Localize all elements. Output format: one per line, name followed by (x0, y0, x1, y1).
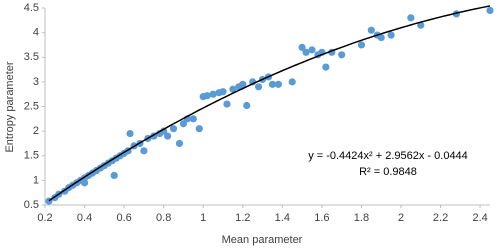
y-tick-label: 3.5 (24, 51, 39, 63)
point (377, 33, 385, 42)
y-tick-label: 1 (33, 174, 39, 186)
point (268, 80, 277, 88)
x-tick-label: 1.8 (354, 212, 369, 224)
point (302, 48, 310, 56)
y-tick-label: 4 (33, 27, 39, 39)
point (407, 14, 415, 22)
point (274, 80, 282, 88)
point (243, 101, 251, 110)
point (175, 139, 184, 148)
point (160, 127, 168, 135)
r-squared: R² = 0.9848 (359, 166, 417, 178)
point (239, 80, 247, 88)
y-tick-label: 2 (33, 125, 39, 137)
point (229, 85, 237, 93)
y-tick-label: 2.5 (24, 100, 39, 112)
y-tick-label: 3 (33, 76, 39, 88)
x-tick-label: 2.2 (433, 212, 448, 224)
point (288, 78, 296, 86)
point (110, 171, 118, 180)
x-tick-label: 1 (200, 212, 206, 224)
point (189, 115, 197, 123)
point (308, 46, 316, 54)
point (164, 132, 172, 140)
point (357, 41, 366, 49)
point (203, 92, 211, 100)
point (169, 125, 178, 133)
y-tick-label: 4.5 (24, 2, 39, 14)
point (140, 147, 148, 155)
x-tick-label: 0.2 (37, 212, 52, 224)
x-tick-label: 1.2 (235, 212, 250, 224)
x-tick-label: 0.4 (77, 212, 92, 224)
x-tick-label: 1.4 (275, 212, 290, 224)
point (387, 31, 395, 39)
y-tick-label: 1.5 (24, 150, 39, 162)
point (80, 179, 89, 187)
x-tick-label: 2 (398, 212, 404, 224)
point (298, 43, 306, 52)
point (338, 51, 346, 59)
y-tick-label: 0.5 (24, 199, 39, 211)
point (417, 21, 425, 29)
trend-equation: y = -0.4424x² + 2.9562x - 0.0444 (308, 150, 468, 162)
x-tick-label: 0.8 (156, 212, 171, 224)
point (219, 88, 227, 96)
trendline (48, 5, 491, 202)
x-tick-label: 1.6 (314, 212, 329, 224)
point (195, 125, 203, 133)
point (486, 6, 494, 15)
point (367, 26, 375, 34)
point (255, 83, 263, 91)
y-axis-label: Entropy parameter (4, 61, 16, 152)
point (223, 100, 231, 108)
point (322, 63, 330, 71)
x-tick-label: 2.4 (472, 212, 487, 224)
x-tick-label: 0.6 (116, 212, 131, 224)
x-axis-label: Mean parameter (222, 234, 303, 246)
point (179, 120, 188, 128)
point (126, 129, 134, 138)
point (209, 90, 217, 98)
